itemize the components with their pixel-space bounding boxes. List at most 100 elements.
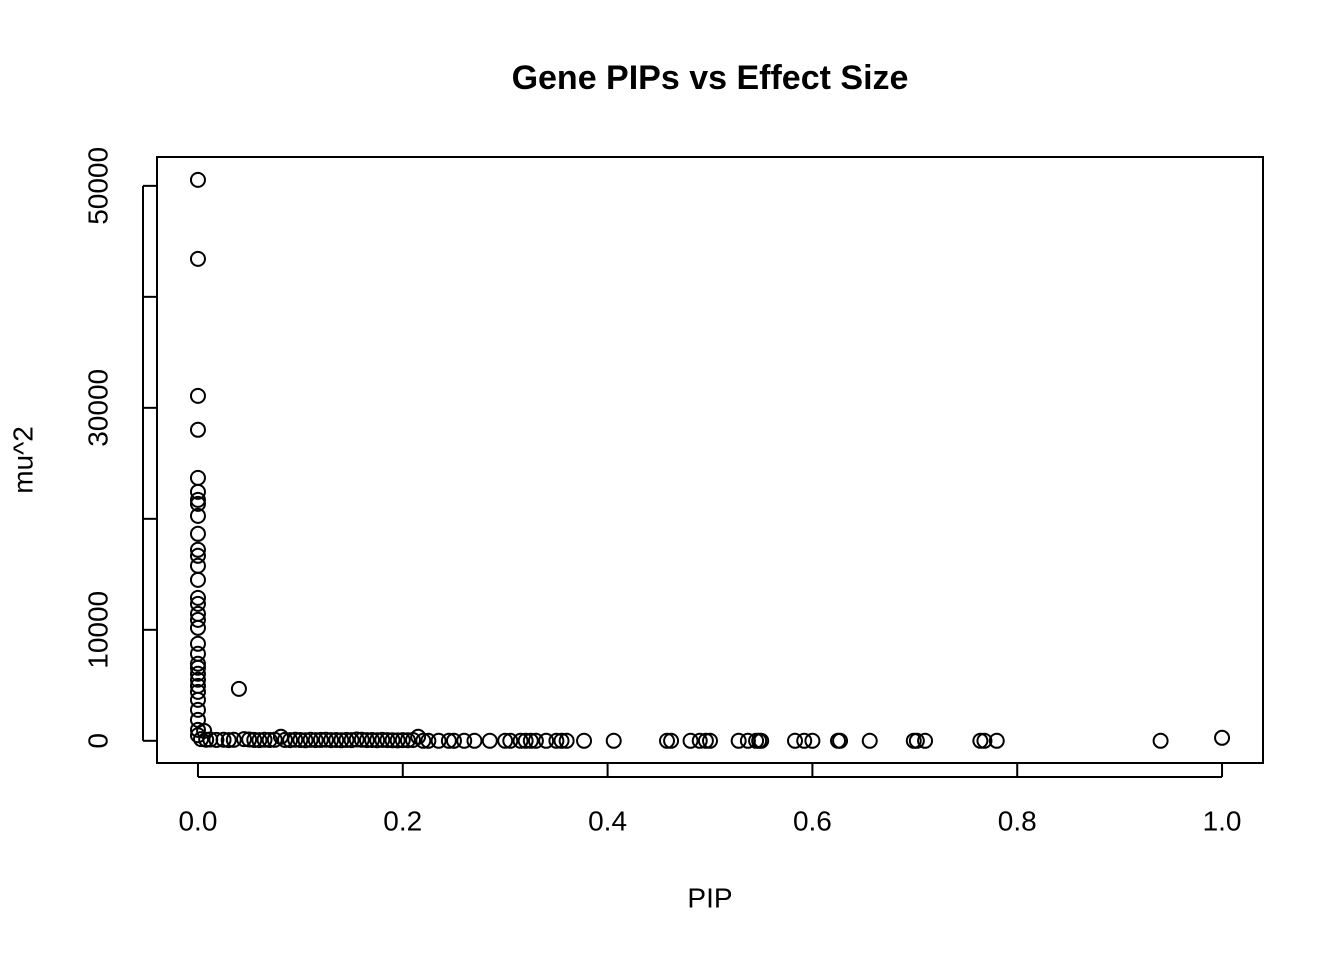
point [220, 732, 237, 749]
point [538, 732, 555, 749]
point [497, 732, 514, 749]
point [251, 732, 268, 749]
point [215, 731, 232, 748]
point [287, 731, 304, 748]
point [548, 732, 565, 749]
point [312, 731, 329, 748]
point [527, 732, 544, 749]
point [307, 732, 324, 749]
point [189, 421, 206, 438]
point [399, 732, 416, 749]
point [343, 732, 360, 749]
point [445, 732, 462, 749]
point [804, 732, 821, 749]
point [189, 491, 206, 508]
point [317, 731, 334, 748]
point [558, 732, 575, 749]
point [256, 731, 273, 748]
y-tick-label: 0 [82, 733, 113, 749]
point [420, 732, 437, 749]
point [189, 571, 206, 588]
point [663, 732, 680, 749]
point [753, 732, 770, 749]
y-tick-label: 30000 [82, 369, 113, 447]
y-tick-label: 10000 [82, 591, 113, 669]
point [730, 732, 747, 749]
point [189, 683, 206, 700]
point [189, 659, 206, 676]
point [189, 541, 206, 558]
x-tick-label: 0.6 [793, 805, 832, 836]
point [189, 655, 206, 672]
point [374, 731, 391, 748]
point [1152, 732, 1169, 749]
point [266, 731, 283, 748]
point [353, 731, 370, 748]
point [189, 589, 206, 606]
point [605, 732, 622, 749]
point [189, 691, 206, 708]
point [702, 732, 718, 749]
x-tick-label: 0.8 [998, 805, 1037, 836]
point [481, 732, 498, 749]
point [389, 732, 406, 749]
point [193, 731, 210, 748]
x-tick-label: 0.4 [588, 805, 627, 836]
point [691, 732, 708, 749]
point [917, 732, 934, 749]
point [189, 611, 206, 628]
point [189, 507, 206, 524]
point [236, 731, 253, 748]
point [348, 731, 365, 748]
point [456, 732, 473, 749]
point [658, 732, 675, 749]
point [189, 171, 206, 188]
point [189, 469, 206, 486]
point [972, 732, 989, 749]
point [189, 547, 206, 564]
point [988, 732, 1005, 749]
point [697, 732, 714, 749]
point [189, 483, 206, 500]
point [384, 732, 401, 749]
point [189, 635, 206, 652]
point [576, 732, 593, 749]
point [364, 732, 381, 749]
point [189, 525, 206, 542]
point [189, 619, 206, 636]
point [440, 732, 457, 749]
point [1214, 729, 1231, 746]
y-tick-label: 50000 [82, 147, 113, 225]
point [297, 732, 314, 749]
point [189, 665, 206, 682]
point [502, 732, 519, 749]
point [682, 732, 699, 749]
point [189, 495, 206, 512]
point [189, 557, 206, 574]
point [358, 732, 375, 749]
point [189, 387, 206, 404]
point [323, 732, 340, 749]
point [861, 732, 878, 749]
point [292, 732, 309, 749]
point [241, 731, 258, 748]
point [466, 732, 483, 749]
point [225, 731, 242, 748]
point [261, 732, 278, 749]
point [282, 732, 299, 749]
point [246, 731, 263, 748]
point [430, 732, 447, 749]
x-tick-label: 0.2 [383, 805, 422, 836]
point [522, 732, 539, 749]
plot-frame [156, 156, 1264, 764]
point [230, 680, 247, 697]
point [796, 732, 813, 749]
y-axis-label: mu^2 [7, 426, 38, 494]
point [189, 721, 206, 738]
point [517, 732, 534, 749]
point [333, 732, 350, 749]
point [786, 732, 803, 749]
point [512, 732, 529, 749]
point [394, 732, 411, 749]
